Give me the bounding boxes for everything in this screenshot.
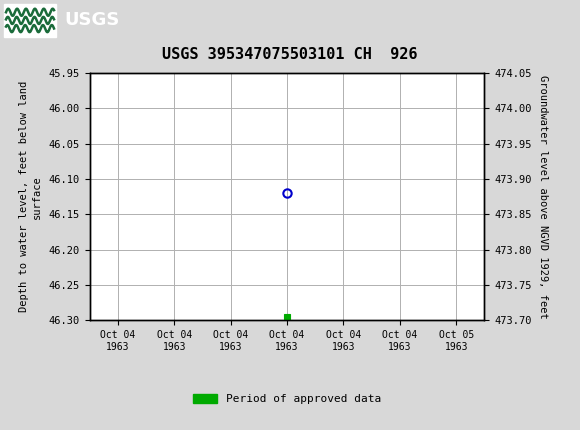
Legend: Period of approved data: Period of approved data [188, 390, 386, 409]
Text: USGS: USGS [64, 12, 119, 29]
Y-axis label: Groundwater level above NGVD 1929, feet: Groundwater level above NGVD 1929, feet [538, 75, 549, 319]
FancyBboxPatch shape [4, 4, 56, 37]
Y-axis label: Depth to water level, feet below land
surface: Depth to water level, feet below land su… [19, 81, 42, 312]
Text: USGS 395347075503101 CH  926: USGS 395347075503101 CH 926 [162, 47, 418, 62]
